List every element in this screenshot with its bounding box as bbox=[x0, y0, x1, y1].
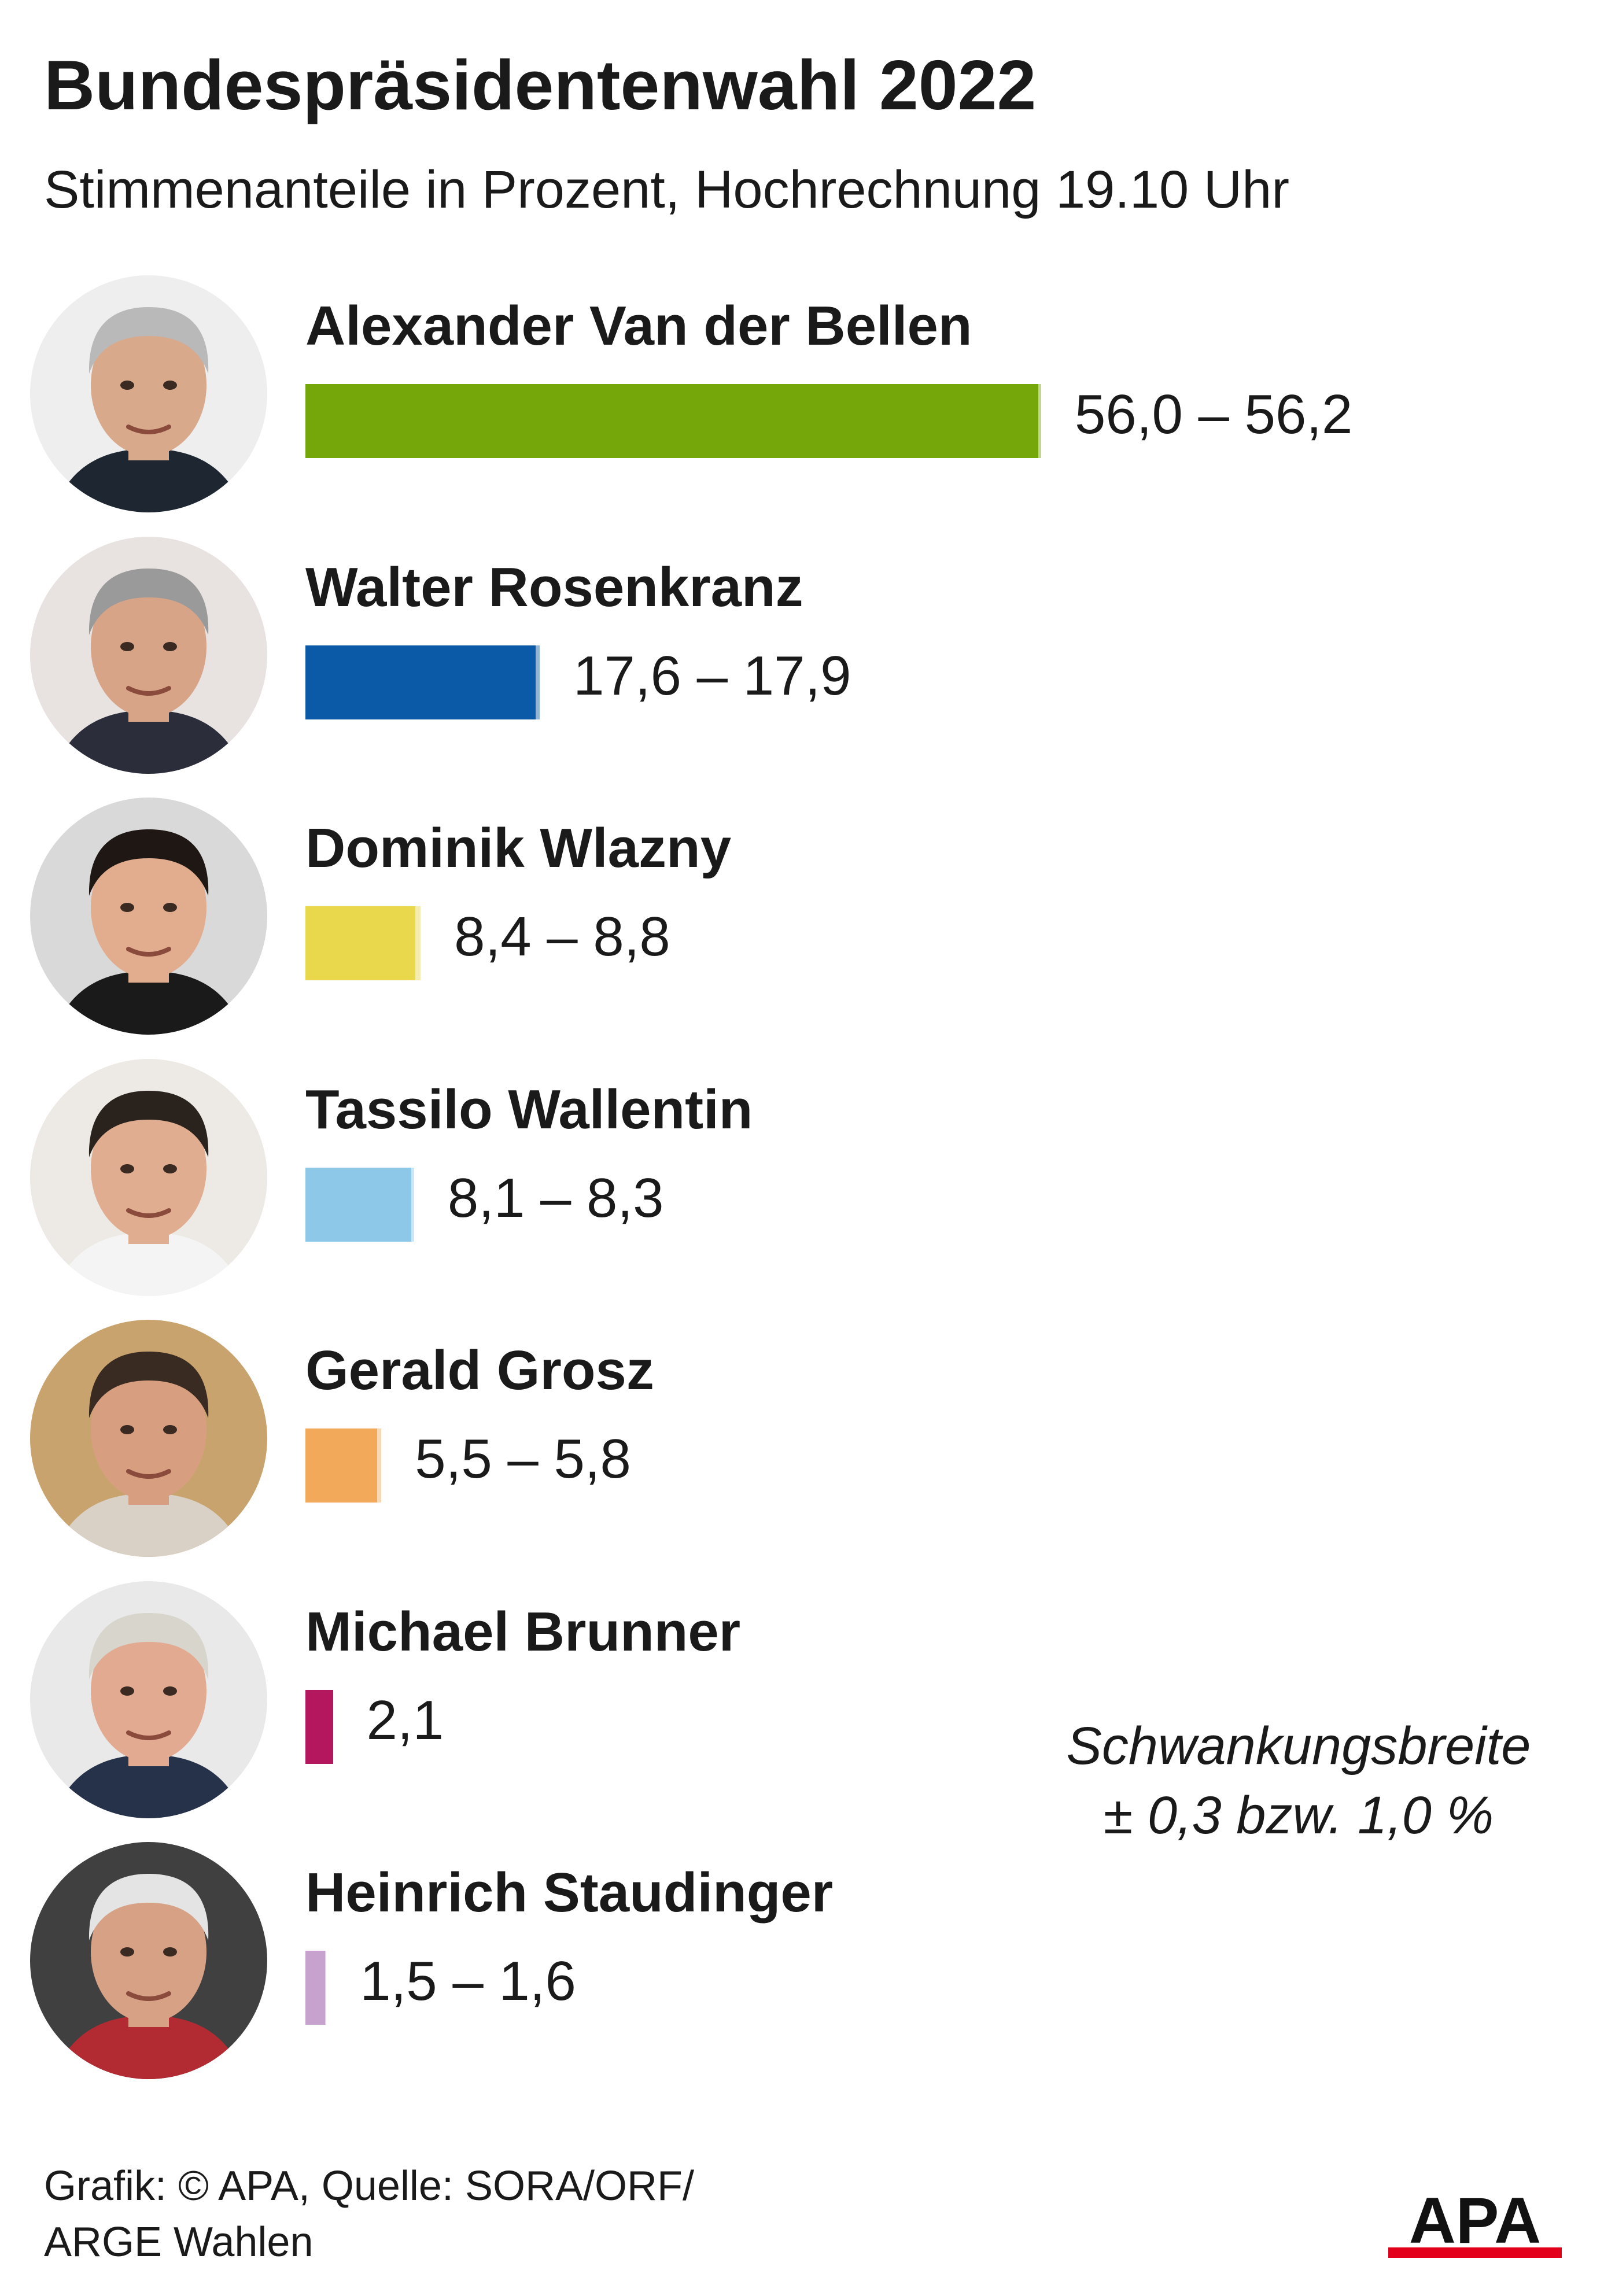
apa-logo: APA bbox=[1388, 2186, 1562, 2258]
vote-share-label: 56,0 – 56,2 bbox=[1075, 383, 1353, 445]
vote-share-bar bbox=[305, 1951, 327, 2025]
candidate-row: Heinrich Staudinger 1,5 – 1,6 bbox=[0, 1842, 1604, 2085]
candidate-portrait bbox=[30, 798, 267, 1035]
vote-share-range bbox=[536, 645, 540, 719]
candidate-name: Gerald Grosz bbox=[305, 1339, 654, 1401]
portrait-icon bbox=[30, 1842, 267, 2079]
candidate-portrait bbox=[30, 275, 267, 512]
vote-share-label: 8,1 – 8,3 bbox=[447, 1167, 664, 1229]
portrait-icon bbox=[30, 1058, 267, 1296]
candidate-name: Tassilo Wallentin bbox=[305, 1078, 753, 1140]
portrait-icon bbox=[30, 1320, 267, 1557]
candidate-row: Dominik Wlazny 8,4 – 8,8 bbox=[0, 798, 1604, 1040]
candidate-portrait bbox=[30, 1581, 267, 1818]
vote-share-label: 1,5 – 1,6 bbox=[360, 1950, 576, 2012]
candidate-name: Dominik Wlazny bbox=[305, 817, 732, 879]
candidate-name: Alexander Van der Bellen bbox=[305, 295, 972, 357]
vote-share-range bbox=[1038, 384, 1041, 458]
footer-line-1: Grafik: © APA, Quelle: SORA/ORF/ bbox=[44, 2163, 695, 2209]
vote-share-bar bbox=[305, 1689, 333, 1764]
portrait-icon bbox=[30, 536, 267, 774]
candidate-row: Alexander Van der Bellen 56,0 – 56,2 bbox=[0, 275, 1604, 518]
footer-line-2: ARGE Wahlen bbox=[44, 2219, 314, 2266]
vote-share-range bbox=[415, 906, 421, 980]
candidate-row: Gerald Grosz 5,5 – 5,8 bbox=[0, 1320, 1604, 1563]
portrait-icon bbox=[30, 1581, 267, 1818]
candidate-row: Walter Rosenkranz 17,6 – 17,9 bbox=[0, 536, 1604, 780]
vote-share-range bbox=[377, 1428, 382, 1503]
candidate-row: Michael Brunner 2,1 bbox=[0, 1581, 1604, 1824]
note-line-1: Schwankungsbreite bbox=[1066, 1717, 1531, 1775]
note-line-2: ± 0,3 bzw. 1,0 % bbox=[1103, 1785, 1494, 1845]
candidate-row: Tassilo Wallentin 8,1 – 8,3 bbox=[0, 1058, 1604, 1302]
candidate-portrait bbox=[30, 1320, 267, 1557]
candidate-portrait bbox=[30, 1842, 267, 2079]
logo-underline bbox=[1388, 2247, 1562, 2258]
vote-share-label: 17,6 – 17,9 bbox=[573, 644, 851, 707]
candidate-portrait bbox=[30, 536, 267, 774]
vote-share-range bbox=[325, 1951, 327, 2025]
vote-share-bar bbox=[305, 906, 421, 980]
vote-share-bar bbox=[305, 384, 1041, 458]
candidate-name: Walter Rosenkranz bbox=[305, 556, 803, 618]
vote-share-label: 8,4 – 8,8 bbox=[454, 906, 670, 968]
vote-share-bar bbox=[305, 1167, 414, 1242]
vote-share-label: 2,1 bbox=[366, 1689, 444, 1751]
candidate-portrait bbox=[30, 1058, 267, 1296]
vote-share-range bbox=[411, 1167, 414, 1242]
portrait-icon bbox=[30, 275, 267, 512]
vote-share-label: 5,5 – 5,8 bbox=[415, 1428, 631, 1490]
candidate-name: Michael Brunner bbox=[305, 1600, 741, 1663]
margin-of-error-note: Schwankungsbreite ± 0,3 bzw. 1,0 % bbox=[1038, 1712, 1559, 1850]
vote-share-bar bbox=[305, 645, 540, 719]
page-subtitle: Stimmenanteile in Prozent, Hochrechnung … bbox=[44, 160, 1289, 219]
logo-text: APA bbox=[1409, 2186, 1541, 2257]
candidate-name: Heinrich Staudinger bbox=[305, 1862, 834, 1924]
source-footer: Grafik: © APA, Quelle: SORA/ORF/ ARGE Wa… bbox=[44, 2158, 694, 2271]
portrait-icon bbox=[30, 798, 267, 1035]
vote-share-bar bbox=[305, 1428, 382, 1503]
page-title: Bundespräsidentenwahl 2022 bbox=[44, 46, 1037, 124]
